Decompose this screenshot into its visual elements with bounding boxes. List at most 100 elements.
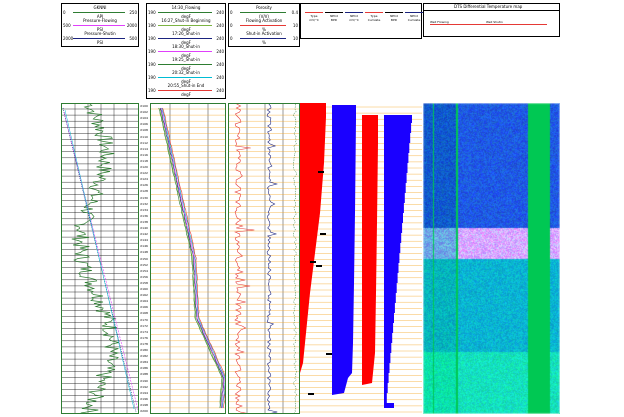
depth-label: X108: [140, 128, 148, 133]
flow-column-header: Type mV/°C: [303, 9, 325, 37]
shutin-profile-blue-2: [384, 115, 412, 408]
depth-label: X192: [140, 384, 148, 389]
header-track-2: 14:30_Flowing 190 240 degF 16:27_Shut-in Beg…: [146, 3, 226, 99]
depth-column: X100 X102 X104 X106 X108 X110 X112 X114 X116 X118…: [139, 103, 149, 414]
curve-line-sample: [73, 12, 125, 13]
curve-name: 19:25_Shut-in: [172, 57, 200, 62]
curve-line-sample: [158, 90, 212, 91]
curve-unit: (V/V): [259, 14, 269, 19]
track-gamma-pressure: [61, 103, 139, 414]
flow-profile-columns: [300, 103, 422, 414]
pressure-ref-curve: [64, 109, 135, 410]
curve-name: 17:26_Shut-in: [172, 31, 200, 36]
track-temperature: [150, 103, 226, 414]
depth-label: X128: [140, 189, 148, 194]
curve-scale-low: 190: [148, 75, 156, 80]
dts-title: DTS Differential Temperature map: [454, 4, 523, 9]
curve-scale-low: 190: [148, 49, 156, 54]
depth-label: X124: [140, 177, 148, 182]
track2-curve-header: 18:30_Shut-in 190 240 degF: [148, 44, 224, 60]
flow-column-header: Type Cumlate: [363, 9, 385, 37]
track-activation: [228, 103, 300, 414]
header-track-3: Porosity 0 0.4 (V/V) Flowing Activation 0 10% S…: [228, 3, 300, 47]
depth-label: X112: [140, 140, 148, 145]
track2-curve-header: 20:55_Shut-in End 190 240 degF: [148, 83, 224, 99]
curve-scale-low: 0: [63, 10, 66, 15]
curve-name: Flowing Activation: [245, 18, 283, 23]
depth-label: X174: [140, 329, 148, 334]
curve-scale-high: 240: [216, 23, 224, 28]
curve-scale-high: 0.4: [291, 10, 298, 15]
dts-left-label: Well Flowing: [430, 20, 449, 24]
curve-name: 20:32_Shut-in: [172, 70, 200, 75]
curve-scale-high: 2000: [126, 23, 137, 28]
curve-scale-high: 240: [216, 36, 224, 41]
curve-scale-low: 0: [230, 23, 233, 28]
track2-svg: [151, 104, 225, 413]
depth-label: X164: [140, 299, 148, 304]
curve-scale-low: 190: [148, 36, 156, 41]
curve-name: Shut-in Activation: [246, 31, 282, 36]
flow-cumulative-red: [300, 103, 326, 373]
depth-label: X144: [140, 238, 148, 243]
depth-label: X126: [140, 183, 148, 188]
depth-label: X134: [140, 207, 148, 212]
header-track-1: GKNNI 0 250 API Pressure-Flowing 500 2000 PSI Pr…: [61, 3, 139, 47]
flow-spike: [326, 353, 332, 355]
depth-label: X154: [140, 268, 148, 273]
dts-mid-label: Well Shutin: [486, 20, 503, 24]
depth-label: X178: [140, 341, 148, 346]
depth-label: X110: [140, 134, 148, 139]
header-flow-columns: Type mV/°C NPhd BPD NPhd mV/°C Type Cumlate NPhd…: [300, 3, 425, 39]
curve-scale-low: 2000: [63, 36, 74, 41]
temperature-curve: [159, 107, 224, 409]
curve-scale-low: 190: [148, 88, 156, 93]
curve-scale-high: 10: [292, 36, 298, 41]
flow-profile-red-2: [362, 115, 378, 385]
depth-label: X102: [140, 110, 148, 115]
curve-line-sample: [158, 77, 212, 78]
depth-label: X142: [140, 232, 148, 237]
flow-spike: [318, 171, 324, 173]
depth-label: X118: [140, 158, 148, 163]
track2-curve-header: 19:25_Shut-in 190 240 degF: [148, 57, 224, 73]
curve-unit: %: [262, 40, 266, 45]
curve-scale-high: 240: [216, 10, 224, 15]
depth-label: X186: [140, 366, 148, 371]
pressure-flowing-curve: [63, 111, 138, 411]
temperature-curve: [158, 107, 223, 409]
flow-column-header: NPhd mV/°C: [343, 9, 365, 37]
curve-name: 14:30_Flowing: [171, 5, 201, 10]
dts-heatmap-canvas: [423, 103, 560, 414]
curve-scale-low: 190: [148, 62, 156, 67]
depth-label: X104: [140, 116, 148, 121]
depth-label: X122: [140, 171, 148, 176]
curve-name: 20:55_Shut-in End: [167, 83, 205, 88]
depth-label: X140: [140, 226, 148, 230]
shutin-activation-curve: [266, 104, 278, 413]
depth-label: X172: [140, 323, 148, 328]
track3-curve-header: Porosity 0 0.4 (V/V): [230, 5, 298, 21]
curve-name: 16:27_Shut-in Beginning: [161, 18, 211, 23]
curve-name: Pressure-Flowing: [83, 18, 117, 23]
flow-column-header: NPhd Cumlate: [403, 9, 425, 37]
depth-label: X166: [140, 305, 148, 310]
depth-label: X156: [140, 274, 148, 279]
depth-label: X188: [140, 372, 148, 377]
depth-label: X200: [140, 409, 148, 413]
curve-unit: PSI: [96, 27, 104, 32]
depth-label: X184: [140, 360, 148, 365]
depth-label: X106: [140, 122, 148, 127]
depth-label: X136: [140, 213, 148, 218]
depth-label: X148: [140, 250, 148, 255]
depth-label: X152: [140, 262, 148, 267]
curve-unit: degF: [181, 27, 191, 32]
curve-scale-high: 10: [292, 23, 298, 28]
depth-label: X196: [140, 396, 148, 401]
temperature-curve: [159, 107, 224, 409]
curve-name: 18:30_Shut-in: [172, 44, 200, 49]
depth-label: X160: [140, 287, 148, 291]
curve-name: Porosity: [256, 5, 272, 10]
depth-label: X100: [140, 104, 148, 108]
curve-scale-high: 240: [216, 62, 224, 67]
